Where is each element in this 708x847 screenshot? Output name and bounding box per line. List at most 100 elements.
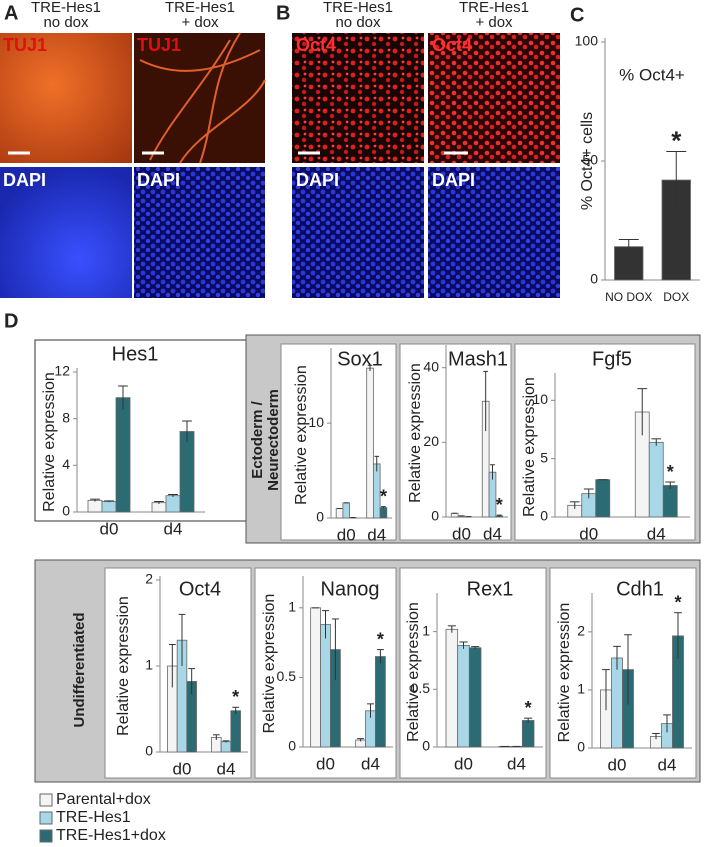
bar bbox=[379, 507, 388, 519]
legend-label: TRE-Hes1 bbox=[56, 809, 131, 826]
stain-label: DAPI bbox=[3, 170, 46, 190]
y-tick-label: 2 bbox=[145, 571, 153, 587]
y-tick-label: 1 bbox=[145, 657, 153, 673]
column-header: TRE-Hes1 bbox=[459, 0, 529, 16]
y-tick-label: 5 bbox=[540, 449, 548, 465]
image bbox=[0, 167, 132, 298]
y-tick-label: 8 bbox=[62, 409, 70, 425]
bar bbox=[611, 657, 623, 749]
y-tick-label: 0.5 bbox=[411, 680, 431, 696]
x-tick-label: d0 bbox=[452, 524, 471, 543]
bar bbox=[335, 508, 344, 519]
column-header: + dox bbox=[181, 14, 219, 31]
image bbox=[428, 33, 560, 163]
chart-title: Sox1 bbox=[337, 348, 383, 370]
chart-title: Nanog bbox=[321, 578, 380, 600]
y-tick-label: 0 bbox=[316, 509, 324, 525]
column-header: + dox bbox=[475, 14, 513, 31]
stain-label: Oct4 bbox=[432, 35, 472, 55]
y-tick-label: 0 bbox=[62, 503, 70, 519]
x-tick-label: d0 bbox=[173, 759, 192, 778]
image bbox=[292, 167, 424, 298]
chart-title: Mash1 bbox=[448, 348, 508, 370]
y-axis-label: Relative expression bbox=[115, 596, 132, 736]
y-tick-label: 12 bbox=[54, 363, 70, 379]
y-axis-label: Relative expression bbox=[41, 372, 58, 512]
y-tick-label: 1 bbox=[422, 622, 430, 638]
stain-label: TUJ1 bbox=[137, 35, 181, 55]
bar bbox=[366, 367, 374, 519]
column-header: no dox bbox=[335, 14, 381, 31]
x-tick-label: d0 bbox=[316, 754, 335, 773]
neurite bbox=[139, 32, 266, 164]
y-axis-label: Relative expression bbox=[556, 603, 573, 743]
significance-mark: * bbox=[674, 592, 681, 612]
x-tick-label: d0 bbox=[608, 755, 627, 774]
significance-mark: * bbox=[671, 125, 682, 155]
y-tick-label: 100 bbox=[575, 33, 599, 49]
bar bbox=[595, 479, 611, 518]
x-tick-label: NO DOX bbox=[605, 290, 652, 304]
significance-mark: * bbox=[525, 698, 532, 718]
y-tick-label: 0 bbox=[540, 508, 548, 524]
x-tick-label: d4 bbox=[647, 524, 666, 543]
bar bbox=[662, 485, 678, 518]
y-tick-label: 50 bbox=[582, 152, 598, 168]
y-tick-label: 1 bbox=[577, 681, 585, 697]
bar bbox=[375, 656, 386, 748]
x-tick-label: d4 bbox=[164, 519, 183, 538]
y-tick-label: 2 bbox=[577, 623, 585, 639]
chart-title: Oct4 bbox=[179, 578, 221, 600]
stain-label: Oct4 bbox=[296, 35, 336, 55]
x-tick-label: d4 bbox=[361, 754, 380, 773]
legend-label: Parental+dox bbox=[56, 791, 151, 808]
column-header: TRE-Hes1 bbox=[323, 0, 393, 16]
bar bbox=[230, 710, 241, 753]
x-tick-label: d0 bbox=[100, 519, 119, 538]
significance-mark: * bbox=[667, 462, 674, 482]
stain-label: DAPI bbox=[296, 170, 339, 190]
column-header: no dox bbox=[43, 14, 89, 31]
x-tick-label: d4 bbox=[483, 524, 502, 543]
y-axis-label: % Oct4+ cells bbox=[579, 112, 596, 210]
bar bbox=[220, 741, 232, 753]
x-tick-label: d4 bbox=[367, 525, 386, 544]
y-axis-label: Relative expression bbox=[521, 377, 538, 517]
bar bbox=[310, 607, 321, 748]
x-tick-label: d4 bbox=[217, 759, 236, 778]
bar bbox=[87, 499, 103, 513]
legend-swatch bbox=[39, 793, 53, 807]
panel-label: B bbox=[276, 2, 290, 24]
significance-mark: * bbox=[232, 687, 239, 707]
y-axis-label: Relative expression bbox=[405, 602, 422, 742]
significance-mark: * bbox=[377, 629, 384, 649]
image bbox=[292, 33, 424, 163]
bar bbox=[179, 431, 195, 513]
y-tick-label: 40 bbox=[423, 358, 439, 374]
panel-frame bbox=[34, 339, 272, 522]
bar bbox=[468, 647, 482, 748]
group-label: Ectoderm / bbox=[249, 400, 266, 478]
bar bbox=[115, 397, 131, 513]
y-tick-label: 0 bbox=[577, 739, 585, 755]
image bbox=[0, 33, 132, 163]
y-tick-label: 10 bbox=[308, 414, 324, 430]
chart-title: % Oct4+ bbox=[619, 65, 685, 84]
image bbox=[428, 167, 560, 298]
image bbox=[134, 167, 265, 298]
bar bbox=[457, 645, 470, 748]
x-tick-label: d0 bbox=[579, 524, 598, 543]
bar bbox=[648, 441, 664, 518]
panel-label: D bbox=[4, 310, 18, 332]
x-tick-label: d4 bbox=[507, 754, 526, 773]
stain-label: TUJ1 bbox=[3, 35, 47, 55]
bar bbox=[445, 628, 459, 748]
chart-title: Hes1 bbox=[112, 343, 159, 365]
y-tick-label: 20 bbox=[423, 433, 439, 449]
bar bbox=[521, 720, 535, 748]
bar bbox=[165, 495, 181, 513]
bar bbox=[151, 502, 167, 513]
group-label: Undifferentiated bbox=[71, 612, 88, 727]
significance-mark: * bbox=[496, 495, 503, 515]
